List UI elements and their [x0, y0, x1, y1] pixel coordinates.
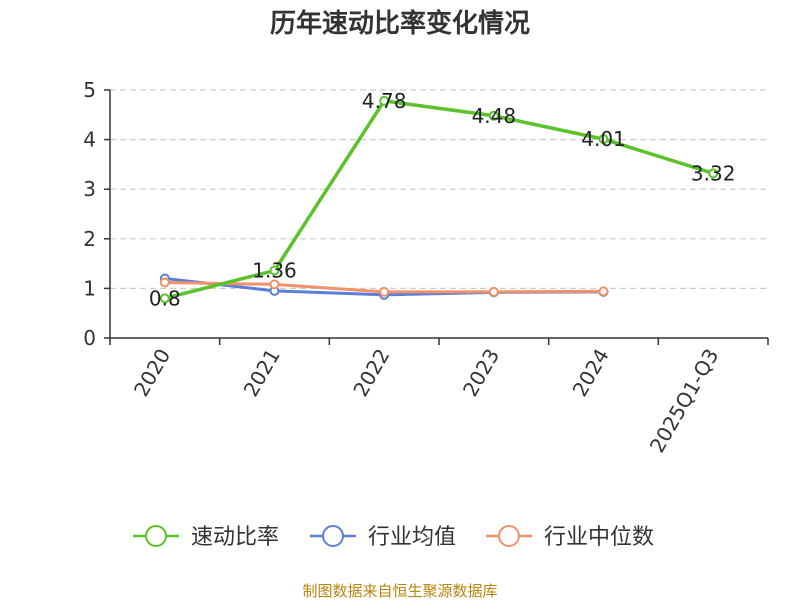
x-tick-label: 2025Q1-Q3 — [645, 345, 724, 457]
y-tick-label: 0 — [83, 326, 96, 350]
chart-title: 历年速动比率变化情况 — [270, 8, 530, 39]
legend-item[interactable]: 速动比率 — [133, 525, 279, 550]
legend-marker — [145, 525, 167, 547]
data-point — [488, 286, 499, 297]
legend-label: 行业均值 — [368, 525, 456, 550]
data-label: 1.36 — [252, 259, 297, 283]
data-point — [598, 134, 609, 145]
data-label: 4.48 — [472, 104, 517, 128]
data-point — [159, 277, 170, 288]
legend-marker — [322, 525, 344, 547]
y-tick-label: 1 — [83, 276, 96, 300]
x-tick-label: 2024 — [568, 345, 614, 401]
legend[interactable]: 速动比率 行业均值 行业中位数 — [133, 525, 654, 550]
y-tick-label: 2 — [83, 227, 96, 251]
series-lines — [159, 95, 719, 304]
data-point — [269, 279, 280, 290]
data-label: 4.01 — [581, 127, 626, 151]
axes: 0 1 2 3 4 5 2020 2021 2022 2023 2024 2025Q1-Q3 — [83, 78, 769, 457]
data-label: 4.78 — [362, 89, 407, 113]
data-label: 3.32 — [691, 161, 736, 185]
data-point — [598, 286, 609, 297]
data-point — [379, 95, 390, 106]
legend-marker — [498, 525, 520, 547]
grid-lines — [110, 89, 768, 289]
y-tick-label: 5 — [83, 78, 96, 102]
y-tick-label: 4 — [83, 128, 96, 152]
data-labels: 0.8 1.36 4.78 4.48 4.01 3.32 — [149, 89, 736, 310]
data-point — [708, 168, 719, 179]
x-tick-label: 2020 — [129, 345, 175, 401]
data-label: 0.8 — [149, 286, 181, 310]
data-point — [269, 265, 280, 276]
legend-item[interactable]: 行业中位数 — [486, 525, 654, 550]
y-tick-label: 3 — [83, 177, 96, 201]
data-point — [159, 293, 170, 304]
legend-item[interactable]: 行业均值 — [310, 525, 456, 550]
data-point — [379, 286, 390, 297]
x-tick-label: 2021 — [239, 345, 285, 401]
series-line — [164, 99, 714, 301]
x-tick-label: 2023 — [458, 345, 504, 401]
legend-label: 行业中位数 — [544, 525, 654, 550]
legend-label: 速动比率 — [191, 525, 279, 550]
data-point — [488, 110, 499, 121]
source-note: 制图数据来自恒生聚源数据库 — [302, 582, 497, 600]
x-tick-label: 2022 — [348, 345, 394, 401]
